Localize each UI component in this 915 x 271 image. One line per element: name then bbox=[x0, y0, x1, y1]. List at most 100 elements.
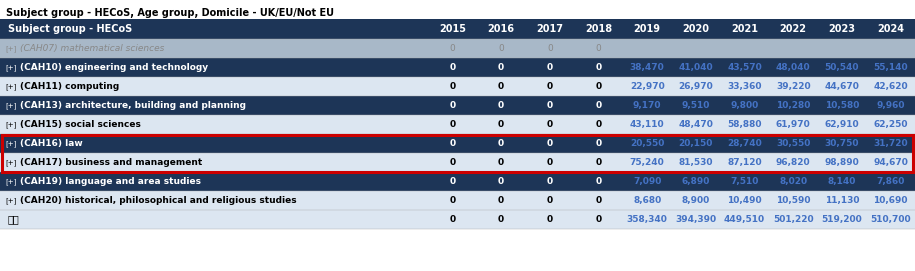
Text: 2017: 2017 bbox=[536, 24, 564, 34]
Text: 0: 0 bbox=[596, 196, 601, 205]
Text: 10,580: 10,580 bbox=[824, 101, 859, 110]
Text: (CAH10) engineering and technology: (CAH10) engineering and technology bbox=[20, 63, 208, 72]
Text: 0: 0 bbox=[546, 63, 553, 72]
Text: [+]: [+] bbox=[5, 83, 16, 90]
Text: 0: 0 bbox=[546, 82, 553, 91]
Text: 39,220: 39,220 bbox=[776, 82, 811, 91]
Text: (CAH13) architecture, building and planning: (CAH13) architecture, building and plann… bbox=[20, 101, 246, 110]
Text: 总计: 总计 bbox=[8, 215, 20, 224]
Text: 0: 0 bbox=[596, 177, 601, 186]
Text: [+]: [+] bbox=[5, 102, 16, 109]
Text: [+]: [+] bbox=[5, 140, 16, 147]
Text: 0: 0 bbox=[596, 139, 601, 148]
Text: 9,510: 9,510 bbox=[682, 101, 710, 110]
Text: 7,860: 7,860 bbox=[877, 177, 905, 186]
Text: 7,090: 7,090 bbox=[633, 177, 662, 186]
Text: 48,470: 48,470 bbox=[678, 120, 714, 129]
Bar bbox=[0, 172, 915, 191]
Text: 30,750: 30,750 bbox=[824, 139, 859, 148]
Text: 0: 0 bbox=[498, 101, 504, 110]
Text: (CAH20) historical, philosophical and religious studies: (CAH20) historical, philosophical and re… bbox=[20, 196, 296, 205]
Text: 0: 0 bbox=[449, 158, 456, 167]
Bar bbox=[0, 153, 915, 172]
Text: 394,390: 394,390 bbox=[675, 215, 716, 224]
Text: [+]: [+] bbox=[5, 121, 16, 128]
Text: 0: 0 bbox=[596, 63, 601, 72]
Text: 519,200: 519,200 bbox=[822, 215, 862, 224]
Bar bbox=[2, 134, 912, 172]
Text: 0: 0 bbox=[596, 215, 601, 224]
Text: 58,880: 58,880 bbox=[727, 120, 762, 129]
Text: (CAH07) mathematical sciences: (CAH07) mathematical sciences bbox=[20, 44, 165, 53]
Text: 0: 0 bbox=[498, 120, 504, 129]
Text: 75,240: 75,240 bbox=[630, 158, 664, 167]
Text: 38,470: 38,470 bbox=[630, 63, 664, 72]
Text: 2020: 2020 bbox=[683, 24, 709, 34]
Text: (CAH11) computing: (CAH11) computing bbox=[20, 82, 119, 91]
Text: 11,130: 11,130 bbox=[824, 196, 859, 205]
Text: 510,700: 510,700 bbox=[870, 215, 911, 224]
Text: 449,510: 449,510 bbox=[724, 215, 765, 224]
Text: 10,490: 10,490 bbox=[727, 196, 762, 205]
Text: 48,040: 48,040 bbox=[776, 63, 811, 72]
Text: [+]: [+] bbox=[5, 159, 16, 166]
Bar bbox=[0, 96, 915, 115]
Text: 8,680: 8,680 bbox=[633, 196, 662, 205]
Text: 0: 0 bbox=[546, 177, 553, 186]
Text: 0: 0 bbox=[449, 177, 456, 186]
Text: (CAH16) law: (CAH16) law bbox=[20, 139, 82, 148]
Text: [+]: [+] bbox=[5, 45, 16, 52]
Text: [+]: [+] bbox=[5, 197, 16, 204]
Text: Subject group - HECoS, Age group, Domicile - UK/EU/Not EU: Subject group - HECoS, Age group, Domici… bbox=[6, 8, 334, 18]
Text: 0: 0 bbox=[449, 139, 456, 148]
Text: [+]: [+] bbox=[5, 178, 16, 185]
Text: 2015: 2015 bbox=[439, 24, 466, 34]
Bar bbox=[0, 58, 915, 77]
Text: 0: 0 bbox=[449, 196, 456, 205]
Text: 0: 0 bbox=[449, 63, 456, 72]
Text: 41,040: 41,040 bbox=[679, 63, 713, 72]
Text: 8,900: 8,900 bbox=[682, 196, 710, 205]
Text: 10,280: 10,280 bbox=[776, 101, 811, 110]
Bar bbox=[0, 115, 915, 134]
Text: 2018: 2018 bbox=[585, 24, 612, 34]
Text: 96,820: 96,820 bbox=[776, 158, 811, 167]
Text: 2019: 2019 bbox=[634, 24, 661, 34]
Bar bbox=[0, 191, 915, 210]
Text: 0: 0 bbox=[498, 63, 504, 72]
Text: 0: 0 bbox=[596, 101, 601, 110]
Text: 0: 0 bbox=[449, 120, 456, 129]
Text: 0: 0 bbox=[498, 44, 504, 53]
Bar bbox=[0, 77, 915, 96]
Text: 7,510: 7,510 bbox=[730, 177, 759, 186]
Text: 62,250: 62,250 bbox=[874, 120, 908, 129]
Text: 55,140: 55,140 bbox=[873, 63, 908, 72]
Text: 50,540: 50,540 bbox=[824, 63, 859, 72]
Text: 2022: 2022 bbox=[780, 24, 807, 34]
Text: (CAH19) language and area studies: (CAH19) language and area studies bbox=[20, 177, 201, 186]
Text: 0: 0 bbox=[546, 139, 553, 148]
Text: 0: 0 bbox=[596, 82, 601, 91]
Text: [+]: [+] bbox=[5, 64, 16, 71]
Text: 42,620: 42,620 bbox=[873, 82, 908, 91]
Text: 98,890: 98,890 bbox=[824, 158, 859, 167]
Text: 62,910: 62,910 bbox=[824, 120, 859, 129]
Text: 2021: 2021 bbox=[731, 24, 758, 34]
Text: 0: 0 bbox=[498, 139, 504, 148]
Text: 0: 0 bbox=[547, 44, 553, 53]
Text: 43,570: 43,570 bbox=[727, 63, 762, 72]
Text: 0: 0 bbox=[449, 215, 456, 224]
Text: 9,170: 9,170 bbox=[633, 101, 662, 110]
Text: 0: 0 bbox=[498, 196, 504, 205]
Text: 0: 0 bbox=[449, 82, 456, 91]
Text: 501,220: 501,220 bbox=[773, 215, 813, 224]
Text: 0: 0 bbox=[596, 158, 601, 167]
Text: 28,740: 28,740 bbox=[727, 139, 762, 148]
Text: 61,970: 61,970 bbox=[776, 120, 811, 129]
Bar bbox=[0, 134, 915, 153]
Text: 0: 0 bbox=[546, 120, 553, 129]
Bar bbox=[0, 39, 915, 58]
Text: 26,970: 26,970 bbox=[679, 82, 713, 91]
Text: 0: 0 bbox=[596, 44, 601, 53]
Text: 2016: 2016 bbox=[488, 24, 514, 34]
